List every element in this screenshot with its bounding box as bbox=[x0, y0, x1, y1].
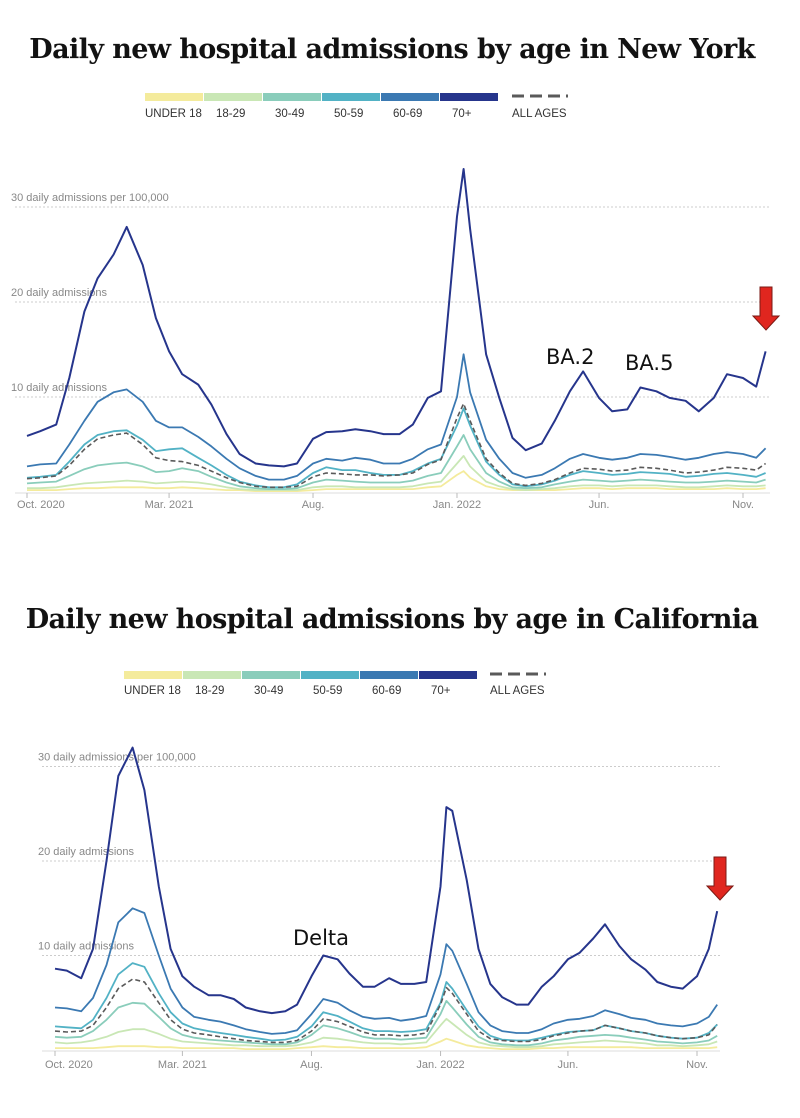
annotation-label: BA.2 bbox=[546, 345, 594, 369]
legend-label: 70+ bbox=[431, 685, 451, 697]
legend-label: ALL AGES bbox=[512, 108, 567, 120]
legend-label: 18-29 bbox=[195, 685, 224, 697]
legend-swatch-60-69 bbox=[360, 671, 418, 679]
legend-label: 60-69 bbox=[393, 108, 422, 120]
red-arrow-icon bbox=[705, 856, 735, 901]
y-tick-label: 20 daily admissions bbox=[38, 846, 134, 858]
y-tick-label: 30 daily admissions per 100,000 bbox=[11, 192, 169, 204]
x-tick-label: Mar. 2021 bbox=[145, 499, 194, 511]
legend-swatch-18-29 bbox=[183, 671, 241, 679]
legend-swatch-70+ bbox=[440, 93, 498, 101]
series-line-30-49 bbox=[26, 434, 766, 491]
y-tick-label: 20 daily admissions bbox=[11, 287, 107, 299]
legend: UNDER 18 18-29 30-49 50-59 60-69 70+ ALL AGES bbox=[124, 671, 546, 697]
chart-title: Daily new hospital admissions by age in … bbox=[29, 34, 756, 65]
red-arrow-icon bbox=[751, 286, 781, 331]
legend-swatch-50-59 bbox=[322, 93, 380, 101]
x-tick-label: Aug. bbox=[300, 1059, 323, 1071]
series-line-all bbox=[54, 978, 718, 1044]
legend-label: 50-59 bbox=[313, 685, 342, 697]
series-line-70+ bbox=[26, 168, 767, 468]
legend-label: 18-29 bbox=[216, 108, 245, 120]
legend-swatch-30-49 bbox=[242, 671, 300, 679]
series-line-30-49 bbox=[54, 1000, 718, 1047]
series-line-50-59 bbox=[26, 407, 766, 489]
legend-swatch-under18 bbox=[124, 671, 182, 679]
new-york-chart: Daily new hospital admissions by age in … bbox=[11, 34, 781, 511]
legend-swatch-30-49 bbox=[263, 93, 321, 101]
legend-swatch-50-59 bbox=[301, 671, 359, 679]
series-line-18-29 bbox=[54, 1017, 718, 1049]
x-tick-label: Aug. bbox=[302, 499, 325, 511]
series-line-under18 bbox=[55, 1037, 718, 1050]
series-line-60-69 bbox=[54, 907, 718, 1035]
annotation-label: Delta bbox=[293, 926, 349, 950]
california-chart: Daily new hospital admissions by age in … bbox=[26, 604, 759, 1071]
legend-label: 50-59 bbox=[334, 108, 363, 120]
legend-swatch-70+ bbox=[419, 671, 477, 679]
x-tick-label: Oct. 2020 bbox=[45, 1059, 93, 1071]
series-line-60-69 bbox=[26, 353, 767, 481]
series-line-all bbox=[26, 402, 767, 489]
x-tick-label: Jun. bbox=[589, 499, 610, 511]
x-tick-label: Jan. 2022 bbox=[416, 1059, 464, 1071]
annotation-label: BA.5 bbox=[625, 351, 673, 375]
x-tick-label: Jun. bbox=[558, 1059, 579, 1071]
series-line-70+ bbox=[54, 746, 719, 1015]
x-tick-label: Nov. bbox=[686, 1059, 708, 1071]
x-tick-label: Jan. 2022 bbox=[433, 499, 481, 511]
legend-swatch-under18 bbox=[145, 93, 203, 101]
legend-label: 30-49 bbox=[254, 685, 283, 697]
series-line-under18 bbox=[27, 470, 766, 493]
series-line-50-59 bbox=[54, 962, 718, 1042]
legend-swatch-60-69 bbox=[381, 93, 439, 101]
y-tick-label: 10 daily admissions bbox=[38, 941, 134, 953]
legend: UNDER 18 18-29 30-49 50-59 60-69 70+ ALL AGES bbox=[145, 93, 568, 120]
x-tick-label: Oct. 2020 bbox=[17, 499, 65, 511]
x-tick-label: Nov. bbox=[732, 499, 754, 511]
y-tick-label: 30 daily admissions per 100,000 bbox=[38, 752, 196, 764]
legend-label: 60-69 bbox=[372, 685, 401, 697]
legend-label: 70+ bbox=[452, 108, 472, 120]
legend-label: ALL AGES bbox=[490, 685, 545, 697]
chart-title: Daily new hospital admissions by age in … bbox=[26, 604, 759, 635]
y-tick-label: 10 daily admissions bbox=[11, 382, 107, 394]
legend-label: UNDER 18 bbox=[124, 685, 181, 697]
series-line-18-29 bbox=[27, 454, 766, 492]
legend-label: 30-49 bbox=[275, 108, 304, 120]
x-tick-label: Mar. 2021 bbox=[158, 1059, 207, 1071]
legend-label: UNDER 18 bbox=[145, 108, 202, 120]
legend-swatch-18-29 bbox=[204, 93, 262, 101]
